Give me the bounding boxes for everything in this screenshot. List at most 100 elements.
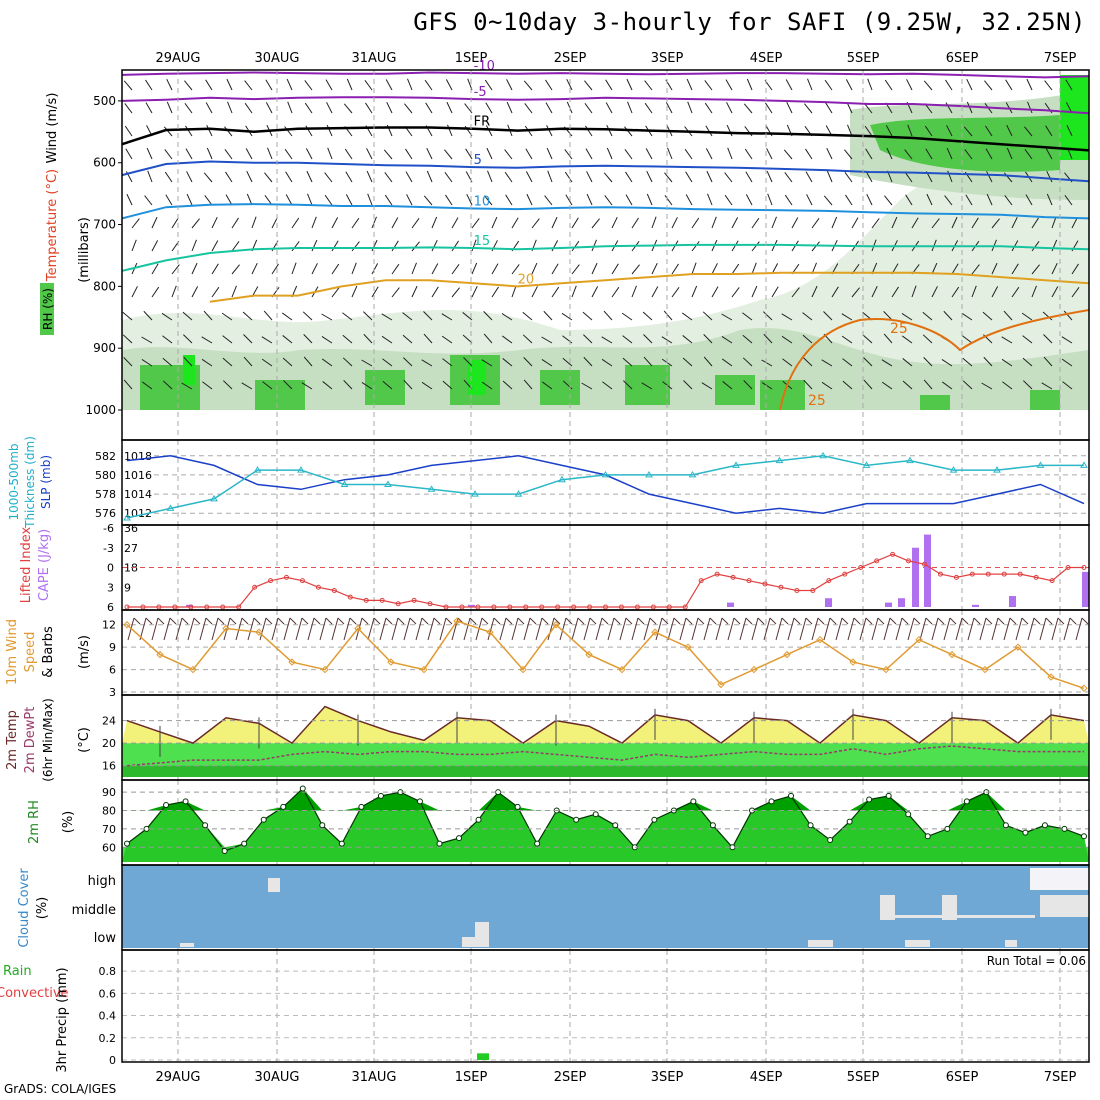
wind-barb — [847, 124, 853, 137]
wind-barb — [644, 80, 653, 91]
wind-speed-marker — [717, 680, 725, 689]
wind-barb — [651, 262, 658, 275]
wind-barb — [343, 103, 353, 114]
wind-barb — [431, 239, 438, 252]
wind-barb — [543, 310, 553, 321]
wind-barb — [831, 216, 838, 229]
wind-barb — [291, 262, 297, 275]
wind-barb — [562, 380, 573, 390]
wind-barb — [123, 379, 133, 390]
wind-barb — [991, 218, 1000, 229]
wind-barb — [946, 147, 953, 160]
wind-barb — [425, 102, 433, 114]
wind-barb — [1045, 125, 1053, 137]
wind-barb — [225, 171, 233, 183]
wind-barb — [324, 172, 333, 183]
wind-barb — [423, 311, 433, 321]
wind-barb — [361, 382, 373, 390]
wind-barb — [471, 218, 480, 229]
rh-shade-green — [715, 375, 755, 405]
wind-barb — [445, 79, 453, 91]
wind-barb — [765, 102, 773, 114]
wind-barb — [926, 193, 933, 206]
wind-barb — [243, 334, 253, 344]
wind-barb — [211, 286, 220, 298]
wind-barb — [871, 218, 880, 229]
wind-barb — [491, 216, 498, 229]
wind-barb — [1042, 311, 1053, 321]
date-label-top: 6SEP — [946, 51, 979, 66]
thickness-line-marker — [297, 466, 305, 473]
ylabel-thickness2: Thickness (dm) — [23, 436, 37, 529]
wind-barb — [981, 382, 993, 390]
lifted-index-marker — [236, 604, 242, 610]
wind-barb — [224, 148, 233, 160]
wind-speed-line — [126, 620, 1085, 690]
wind-speed-marker — [288, 658, 296, 666]
cape-bar — [468, 604, 475, 607]
wind-barb — [703, 617, 711, 641]
lifted-index-marker — [953, 574, 959, 580]
wind-barb — [343, 380, 353, 390]
wind-barb — [547, 617, 555, 641]
wind-barb — [451, 263, 460, 275]
wind-barb — [1041, 382, 1053, 390]
wind-barb — [842, 358, 853, 367]
rh2m-marker — [475, 816, 482, 823]
wind-barb — [907, 617, 915, 641]
wind-barb — [146, 147, 153, 160]
wind-barb — [265, 617, 273, 625]
wind-barb — [463, 357, 473, 367]
precip-tick-label: 0.4 — [99, 1010, 117, 1023]
wind-barb — [967, 617, 975, 641]
wind-barb — [433, 617, 441, 625]
wind-barb — [841, 617, 849, 625]
rh-legend-swatch — [40, 283, 54, 335]
wind-barb — [745, 171, 753, 183]
wind-barb — [751, 285, 758, 298]
wind-barb — [805, 171, 813, 183]
rh2m-marker — [377, 792, 384, 799]
wind-barb — [871, 617, 879, 641]
lifted-index-marker — [826, 578, 832, 584]
wind-barb — [241, 382, 253, 390]
rh2m-marker — [534, 840, 541, 847]
wind-barb — [1003, 617, 1011, 641]
lifted-index-marker — [666, 604, 672, 610]
cape-bar — [972, 604, 979, 607]
panel-frame-wind10 — [121, 609, 1090, 696]
wind-barb — [1062, 381, 1073, 390]
wind-barb — [785, 79, 793, 91]
wind-barb — [682, 357, 693, 367]
wind-barb — [601, 617, 609, 625]
wind-barb — [1023, 380, 1033, 390]
wind-barb — [524, 103, 533, 114]
rh-shade-green — [1030, 390, 1060, 410]
ylabel-cloud: Cloud Cover — [17, 868, 32, 948]
wind10-barbs — [127, 617, 1089, 641]
wind-barb — [1039, 617, 1047, 641]
wind-barb — [961, 312, 973, 321]
wind-barb — [271, 217, 278, 229]
wind-barb — [446, 101, 453, 114]
wind-barb — [685, 194, 693, 206]
ylabel-minmax: (6hr Min/Max) — [41, 698, 55, 782]
lifted-index-tick-label: 6 — [107, 601, 114, 614]
wind-barb — [863, 357, 873, 367]
wind-barb — [1063, 310, 1073, 321]
date-label-bottom: 29AUG — [155, 1070, 200, 1085]
wind-barb — [321, 358, 333, 367]
wind-barb — [491, 286, 499, 298]
wind-barb — [904, 171, 913, 183]
wind-barb — [321, 313, 333, 321]
wind-barb — [985, 148, 993, 160]
cloud-cover-cell — [905, 940, 930, 947]
grid-slp — [177, 440, 1061, 525]
wind-barb — [187, 617, 195, 641]
wind-barb — [131, 218, 140, 229]
wind-barb — [285, 171, 293, 183]
thickness-line-marker — [993, 466, 1001, 473]
wind-barb — [784, 194, 793, 206]
wind-barb — [423, 333, 433, 344]
thickness-tick-label: 578 — [95, 488, 116, 501]
